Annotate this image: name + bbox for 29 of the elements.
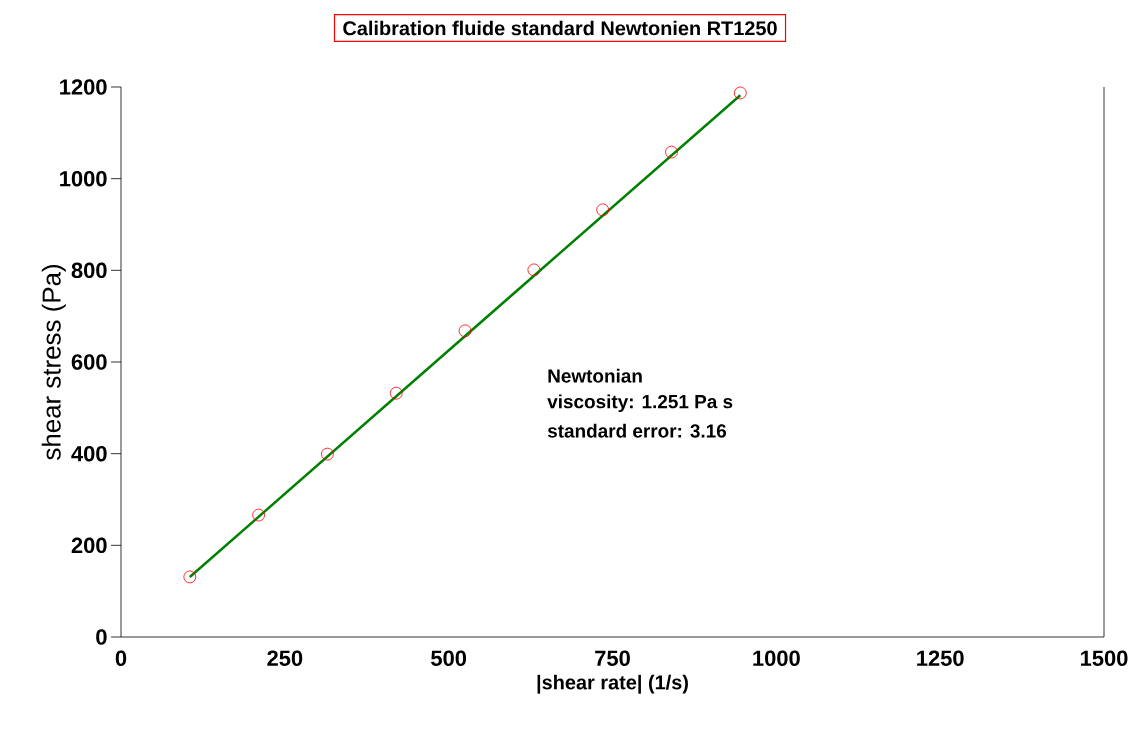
y-tick-label: 400 <box>71 445 107 462</box>
point <box>527 263 541 277</box>
x-tick-label: 500 <box>431 650 467 666</box>
y-tick-label: 0 <box>96 629 107 645</box>
annotation: standard error: 3.16 <box>547 423 727 438</box>
x-tick-label: 750 <box>595 650 630 666</box>
point <box>458 324 472 338</box>
point <box>665 145 678 159</box>
y-tick-label: 1000 <box>60 170 107 187</box>
chart-title: Calibration fluide standard Newtonien RT1250 <box>343 20 777 36</box>
point <box>321 447 334 461</box>
annotation: viscosity: 1.251 Pa s <box>547 394 733 413</box>
y-tick-label: 800 <box>71 262 107 279</box>
y-tick-label: 200 <box>71 537 107 554</box>
y-axis-title: shear stress (Pa) <box>41 265 66 460</box>
point <box>596 203 610 217</box>
point <box>252 508 265 522</box>
point <box>183 570 197 584</box>
x-tick-label: 0 <box>115 650 127 666</box>
y-tick-label: 600 <box>71 354 107 370</box>
x-axis-title: |shear rate| (1/s) <box>537 674 688 694</box>
x-tick-label: 1500 <box>1081 650 1128 666</box>
x-tick-label: 1000 <box>753 650 800 666</box>
point <box>389 386 403 400</box>
annotation: Newtonian <box>548 368 642 383</box>
x-tick-label: 250 <box>267 650 303 666</box>
point <box>733 86 747 100</box>
x-tick-label: 1250 <box>917 650 964 666</box>
y-tick-label: 1200 <box>60 79 107 95</box>
